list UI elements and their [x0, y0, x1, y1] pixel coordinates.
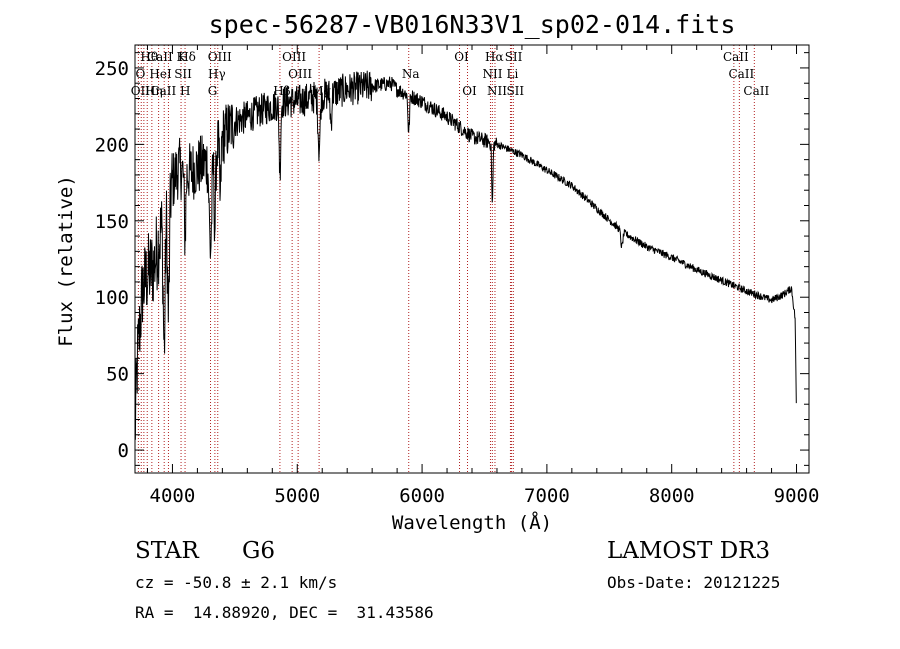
line-label: OII: [131, 84, 151, 98]
x-tick-label: 8000: [649, 485, 695, 507]
y-tick-label: 200: [95, 134, 129, 156]
coordinates: RA = 14.88920, DEC = 31.43586: [135, 603, 434, 622]
line-label: Hθ: [140, 50, 158, 64]
y-tick-label: 0: [118, 440, 129, 462]
y-tick-label: 50: [106, 364, 129, 386]
line-label: SII: [506, 84, 524, 98]
obs-date: Obs-Date: 20121225: [607, 573, 781, 592]
line-label: HeI: [149, 67, 172, 81]
y-tick-label: 150: [95, 211, 129, 233]
x-tick-label: 6000: [399, 485, 445, 507]
chart-title: spec-56287-VB016N33V1_sp02-014.fits: [209, 10, 736, 39]
x-tick-label: 9000: [774, 485, 820, 507]
y-tick-label: 250: [95, 58, 129, 80]
line-label: OIII: [288, 67, 312, 81]
line-label: OIII: [208, 50, 232, 64]
line-label: Li: [507, 67, 519, 81]
line-label: CaII K: [147, 50, 187, 64]
line-label: Hδ: [178, 50, 196, 64]
survey-name: LAMOST DR3: [607, 538, 771, 564]
y-axis-ticks: 0 50 100 150 200 250: [95, 52, 809, 466]
y-tick-label: 100: [95, 287, 129, 309]
x-axis-ticks: 4000 5000 6000 7000 8000 9000: [146, 45, 820, 507]
line-label: OI: [454, 50, 469, 64]
line-label: SII: [505, 50, 523, 64]
x-tick-label: 4000: [150, 485, 196, 507]
line-label: CaII: [743, 84, 769, 98]
line-label: CaII: [723, 50, 749, 64]
y-axis-label: Flux (relative): [55, 175, 77, 347]
line-label: Hη: [145, 84, 163, 98]
x-tick-label: 7000: [524, 485, 570, 507]
line-label: CaII: [728, 67, 754, 81]
object-subclass: G6: [242, 538, 276, 564]
x-tick-label: 5000: [274, 485, 320, 507]
line-label: CaII H: [150, 84, 190, 98]
x-axis-label: Wavelength (Å): [392, 511, 552, 534]
spectral-line-markers: [137, 45, 755, 473]
line-label: NII: [487, 84, 507, 98]
line-label: OI: [462, 84, 477, 98]
spectrum-line: [134, 70, 797, 440]
line-label: Hα: [485, 50, 504, 64]
line-label: Na: [402, 67, 420, 81]
line-label: Hγ: [208, 67, 226, 81]
object-class: STAR: [135, 538, 199, 564]
line-label: O: [135, 67, 145, 81]
line-label: OIII: [282, 50, 306, 64]
line-label: G: [208, 84, 218, 98]
line-label: SII: [174, 67, 192, 81]
line-label: NII: [482, 67, 502, 81]
redshift-value: cz = -50.8 ± 2.1 km/s: [135, 573, 338, 592]
